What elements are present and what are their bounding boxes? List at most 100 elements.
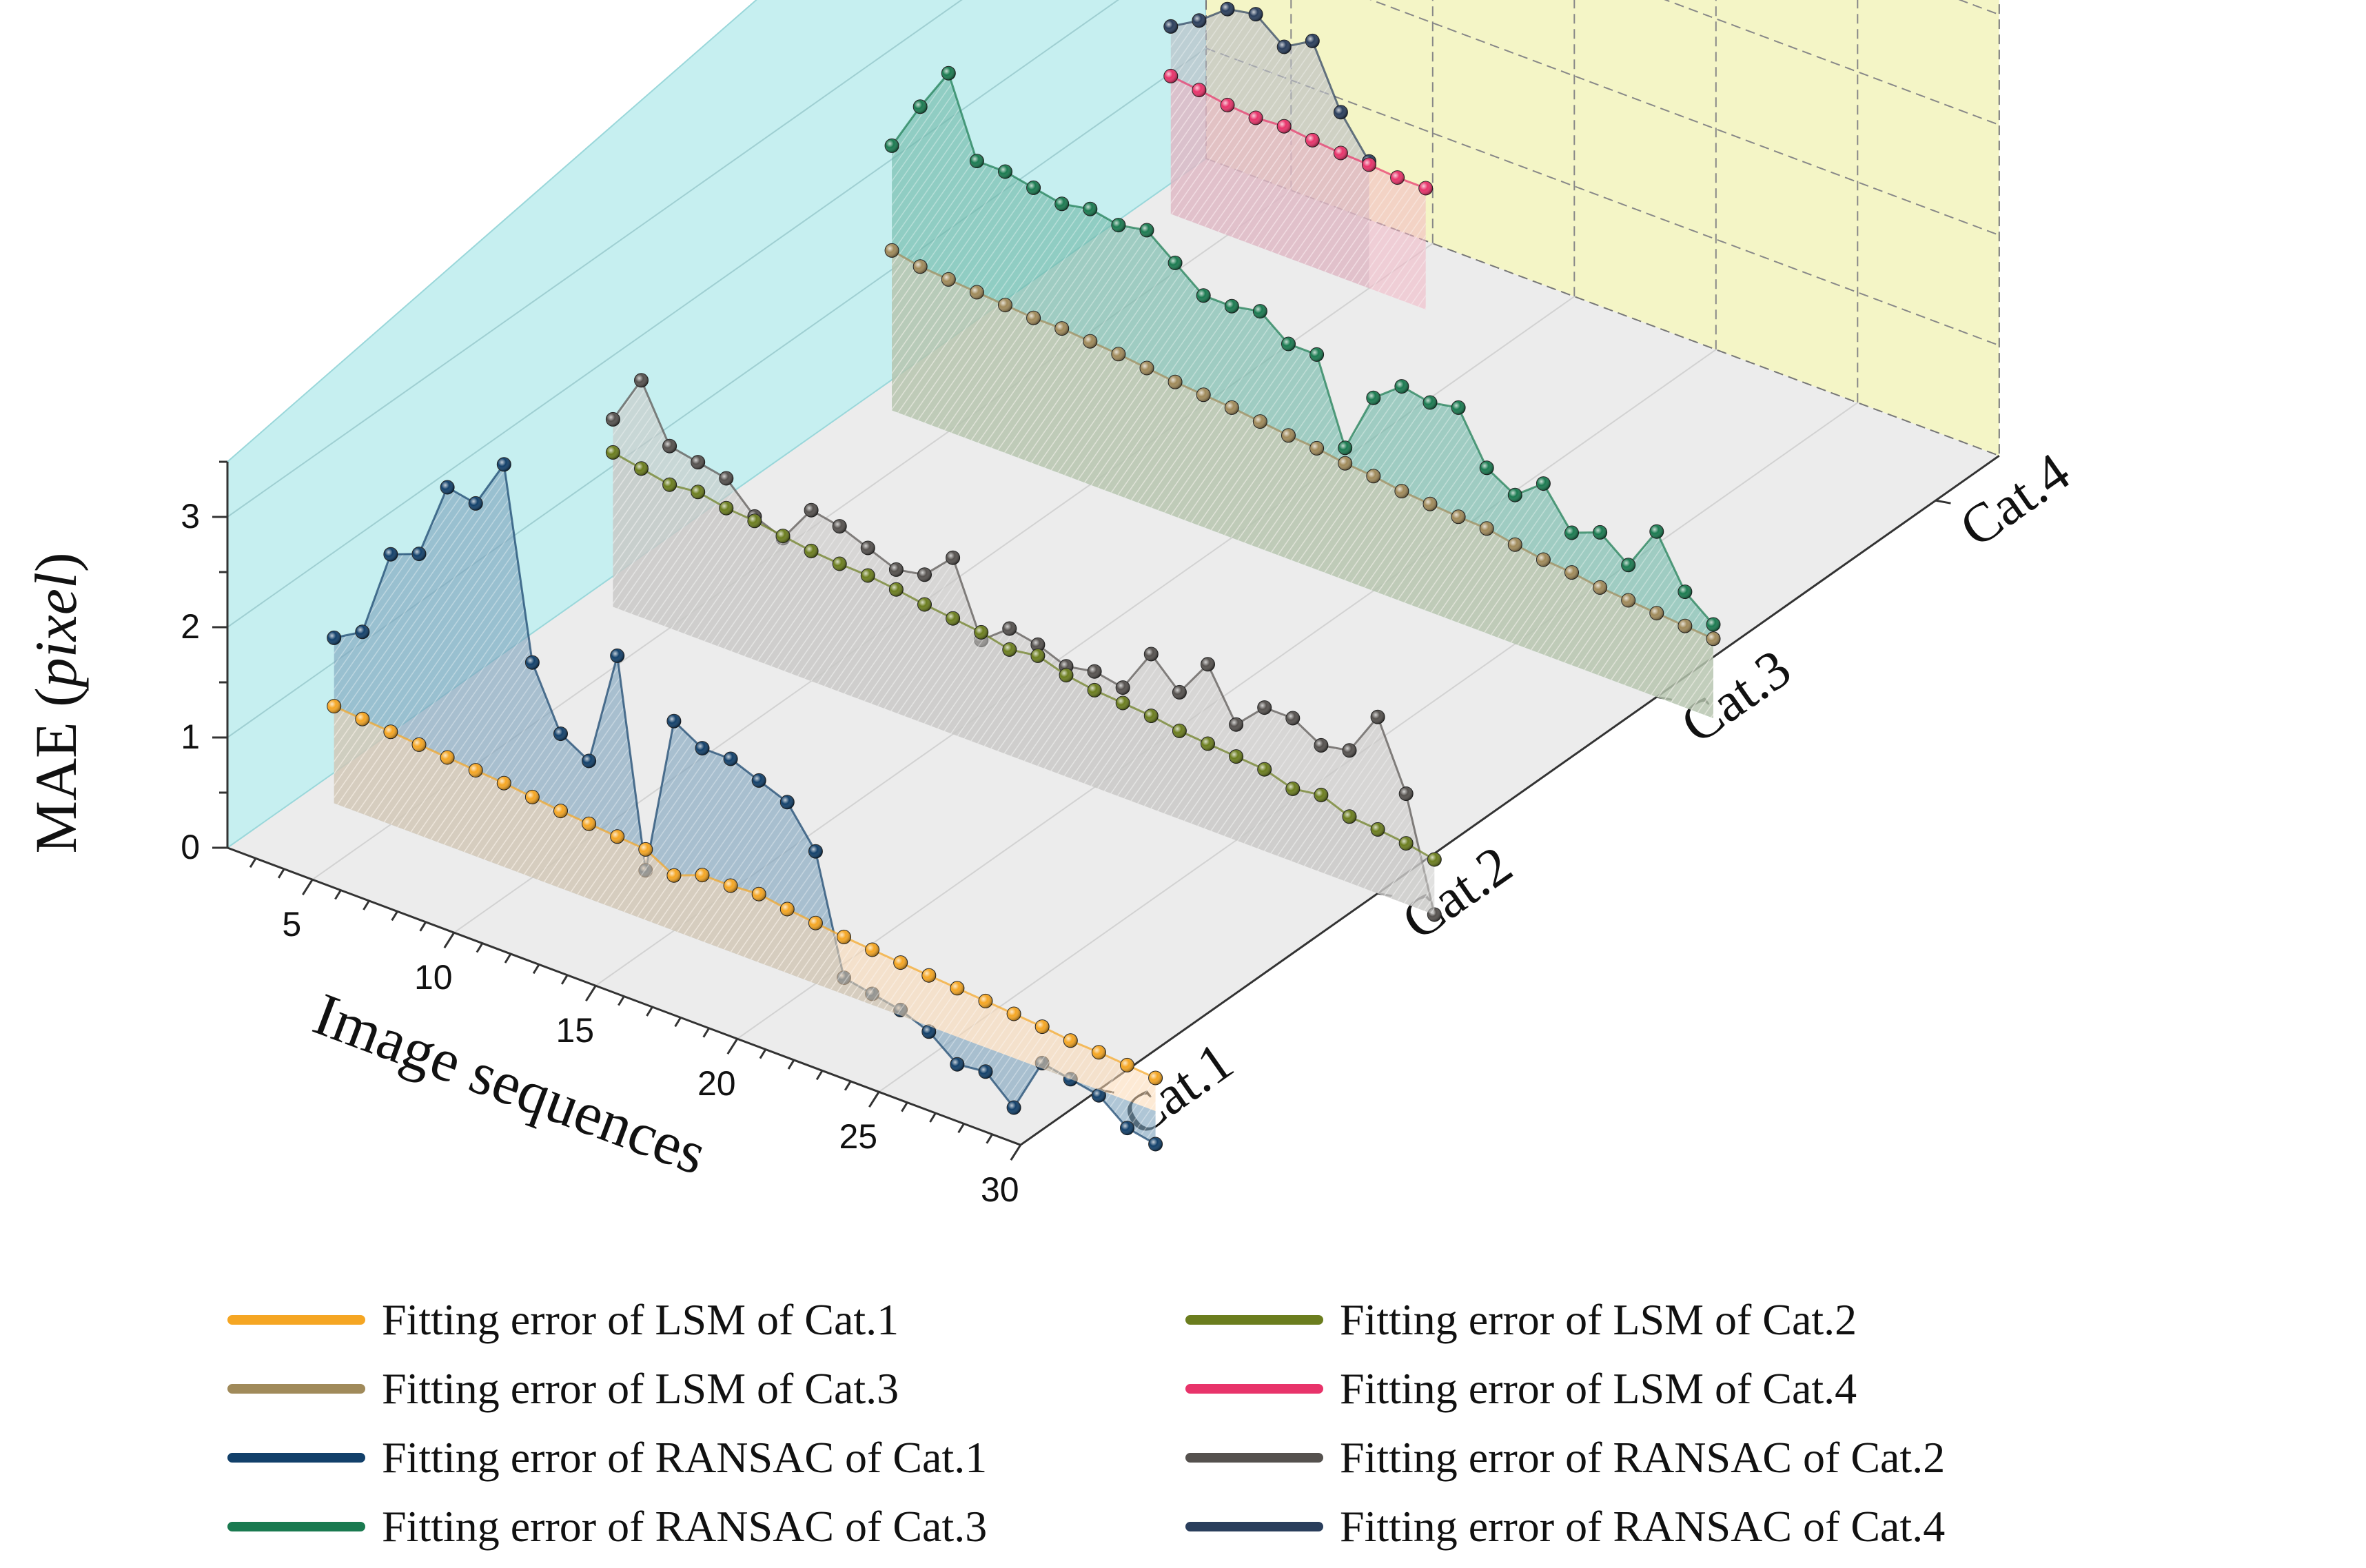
y-axis-label-close: ) [23, 552, 89, 572]
data-point-shade [998, 165, 1012, 179]
data-point-shade [719, 501, 733, 516]
data-point-shade [1092, 1088, 1106, 1103]
legend-label: Fitting error of RANSAC of Cat.4 [1340, 1502, 1946, 1551]
x-axis-tick [646, 1006, 653, 1017]
series-area-hatch [334, 464, 1156, 1144]
data-point-shade [1163, 69, 1178, 83]
data-point-shade [1309, 347, 1324, 362]
data-point-shade [1305, 34, 1320, 48]
data-point-shade [1593, 580, 1607, 595]
data-point-shade [752, 773, 766, 788]
legend-item: Fitting error of LSM of Cat.2 [1185, 1289, 1857, 1351]
data-point-shade [752, 887, 766, 902]
data-point-shade [1116, 680, 1130, 695]
data-point-shade [1343, 743, 1356, 757]
data-point-shade [1399, 836, 1414, 851]
data-point-shade [941, 272, 956, 287]
data-point-shade [889, 562, 904, 577]
data-point-shade [1418, 181, 1433, 195]
data-point-shade [691, 455, 705, 469]
depth-axis-tick [1935, 499, 1951, 505]
legend-swatch [1185, 1453, 1323, 1463]
data-point-shade [1007, 1007, 1021, 1021]
x-axis-tick [532, 964, 540, 975]
x-axis-tick [249, 857, 257, 868]
data-point-shade [1253, 304, 1267, 318]
data-point-shade [497, 457, 511, 471]
series-lsm-cat3 [884, 243, 1721, 718]
legend-swatch [1185, 1522, 1323, 1531]
x-axis-tick [334, 889, 342, 900]
legend-item: Fitting error of LSM of Cat.1 [227, 1289, 899, 1351]
data-point-shade [383, 547, 398, 562]
data-point-shade [861, 569, 875, 582]
data-point-shade [666, 868, 681, 883]
x-axis-tick [815, 1070, 824, 1081]
legend-swatch [227, 1453, 365, 1463]
side-wall-gridline [227, 0, 963, 518]
legend-item: Fitting error of RANSAC of Cat.3 [227, 1496, 987, 1558]
floor-gridline [737, 349, 1717, 1040]
data-point-shade [885, 243, 899, 258]
y-axis-label: MAE (pixel) [23, 552, 89, 853]
data-point-shade [1677, 619, 1692, 633]
data-point-shade [412, 547, 426, 561]
data-point-shade [1257, 762, 1272, 777]
data-point-shade [1221, 2, 1234, 17]
data-point-shade [946, 551, 960, 565]
x-tick-label: 15 [555, 1011, 594, 1050]
data-point-shade [1371, 710, 1385, 724]
legend: Fitting error of LSM of Cat.1 Fitting er… [227, 1289, 2226, 1565]
data-point-shade [1059, 668, 1073, 682]
data-point-shade [1221, 98, 1234, 112]
series-area-hatch [892, 250, 1713, 718]
data-point-shade [1063, 1033, 1078, 1048]
back-wall-gridline [1664, 0, 2000, 126]
y-tick-label: 2 [181, 607, 200, 646]
data-point-shade [1257, 700, 1272, 715]
data-point-shade [1172, 685, 1187, 700]
data-point-shade [666, 714, 681, 729]
data-point-shade [865, 943, 879, 957]
data-point-shade [1706, 618, 1720, 631]
data-point-shade [610, 649, 624, 663]
y-tick-label: 1 [181, 717, 200, 756]
data-point-shade [1427, 853, 1442, 866]
data-point-shade [1338, 456, 1352, 471]
legend-item: Fitting error of LSM of Cat.3 [227, 1358, 899, 1420]
data-point-shade [440, 751, 455, 764]
x-axis-tick [419, 922, 427, 932]
data-point-shade [1338, 440, 1352, 455]
data-point-shade [327, 699, 341, 713]
data-point-shade [724, 752, 738, 766]
data-point-shade [1480, 460, 1494, 475]
data-point-shade [974, 625, 988, 640]
data-point-shade [1054, 321, 1069, 336]
data-point-shade [1649, 606, 1664, 620]
series-area-hatch [334, 706, 1156, 1111]
data-point-shade [893, 955, 908, 970]
data-point-shade [662, 478, 677, 492]
x-axis-tick [844, 1081, 852, 1091]
data-point-shade [1140, 361, 1154, 375]
data-point-shade [946, 611, 960, 626]
legend-item: Fitting error of RANSAC of Cat.2 [1185, 1427, 1945, 1489]
data-point-shade [1371, 822, 1385, 837]
data-point-shade [606, 445, 620, 460]
chart-back-wall [1205, 0, 2000, 457]
data-point-shade [1451, 400, 1466, 415]
data-point-shade [1225, 400, 1239, 415]
data-point-shade [1148, 1071, 1163, 1085]
data-point-shade [1508, 538, 1522, 552]
data-point-shade [970, 154, 984, 168]
data-point-shade [1229, 717, 1243, 732]
data-point-shade [1649, 525, 1664, 539]
data-point-shade [1277, 40, 1292, 54]
series-area-hatch [1170, 76, 1426, 310]
data-point-shade [1305, 133, 1320, 147]
data-point-shade [1140, 223, 1154, 237]
data-point-shade [1201, 737, 1215, 751]
data-point-shade [1148, 1137, 1163, 1151]
data-point-shade [724, 879, 738, 893]
back-wall-gridline [1205, 48, 2000, 347]
